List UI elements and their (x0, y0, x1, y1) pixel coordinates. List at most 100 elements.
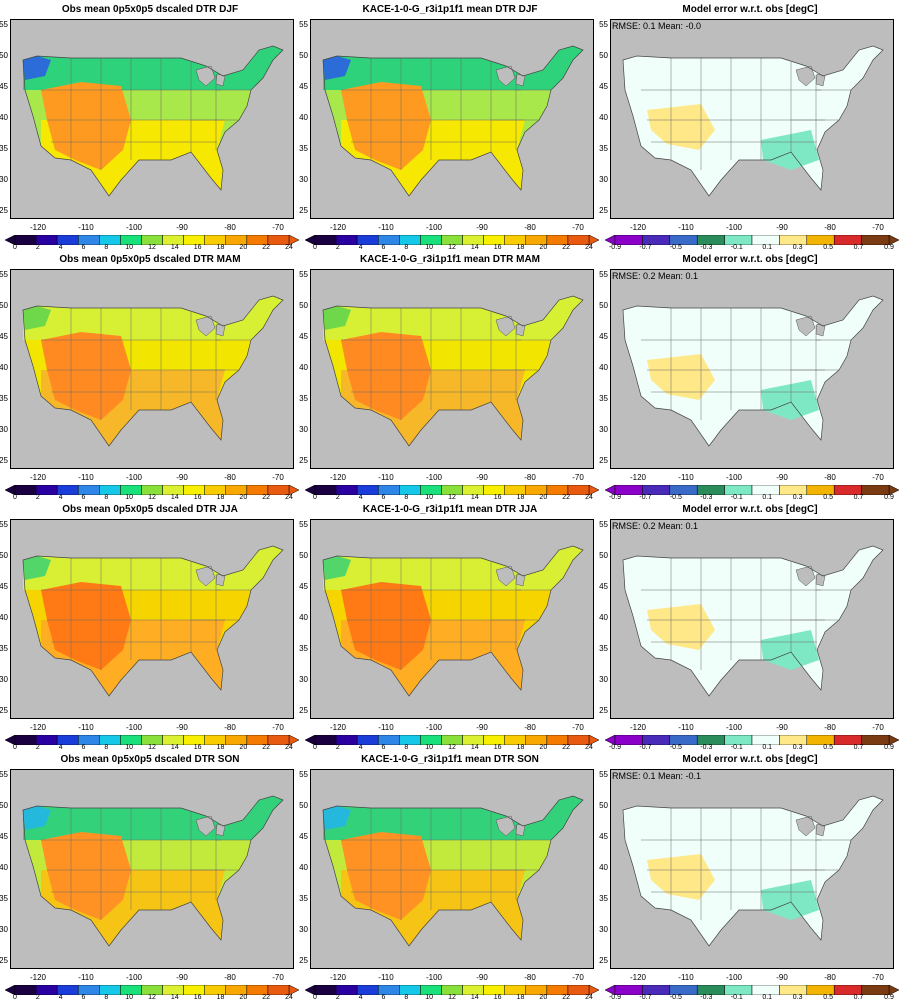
colorbar-tick-label: 0.9 (884, 994, 894, 1001)
lat-tick-label: 45 (299, 82, 308, 91)
map-canvas (622, 795, 884, 947)
lon-tick-label: -100 (725, 473, 742, 482)
panel-title: KACE-1-0-G_r3i1p1f1 mean DTR MAM (359, 254, 541, 265)
colorbar-tick-label: -0.5 (669, 994, 682, 1001)
colorbar-tick-label: 2 (35, 494, 40, 501)
value-colorbar (5, 735, 299, 745)
colorbar-tick-label: 16 (493, 994, 502, 1001)
map-panel-mam-error: Model error w.r.t. obs [degC] RMSE: 0.2 M… (599, 250, 900, 501)
panel-title: Model error w.r.t. obs [degC] (682, 4, 818, 15)
error-stats: RMSE: 0.2 Mean: 0.1 (612, 271, 699, 281)
colorbar-tick-label: -0.1 (730, 994, 743, 1001)
lon-tick-label: -70 (272, 223, 284, 232)
lon-tick-label: -110 (378, 973, 394, 982)
error-colorbar (605, 235, 899, 245)
panel-title: Model error w.r.t. obs [degC] (682, 504, 818, 515)
colorbar-tick-label: 14 (170, 494, 179, 501)
colorbar-tick-label: 12 (148, 494, 156, 501)
colorbar-tick-label: 10 (425, 744, 434, 751)
colorbar-tick-label: 22 (562, 494, 571, 501)
value-colorbar (5, 485, 299, 495)
lat-tick-label: 45 (599, 832, 608, 841)
colorbar-tick-label: 24 (585, 744, 593, 751)
map-panel-son-model: KACE-1-0-G_r3i1p1f1 mean DTR SON 55 50 45 40… (299, 750, 600, 1001)
colorbar-tick-label: 0.3 (792, 744, 803, 751)
colorbar-swatch (267, 735, 290, 745)
lat-tick-label: 50 (599, 51, 608, 60)
lon-tick-label: -80 (824, 223, 836, 232)
colorbar-tick-label: 18 (516, 744, 525, 751)
value-colorbar (5, 235, 299, 245)
north-field (323, 46, 583, 90)
lon-tick-label: -90 (476, 723, 488, 732)
colorbar-tick-label: 14 (470, 994, 479, 1001)
colorbar-tick-label: 4 (358, 244, 363, 251)
lat-tick-label: 50 (0, 51, 8, 60)
lon-tick-label: -90 (776, 973, 788, 982)
lat-tick-label: 30 (299, 175, 308, 184)
lon-tick-label: -70 (572, 973, 584, 982)
lat-tick-label: 50 (299, 51, 308, 60)
panel-title: Obs mean 0p5x0p5 dscaled DTR SON (60, 754, 240, 765)
lon-tick-label: -100 (725, 723, 742, 732)
lat-tick-label: 55 (0, 20, 8, 29)
hot-field (41, 832, 131, 920)
lat-tick-label: 55 (599, 520, 608, 529)
map-canvas (622, 545, 884, 697)
lat-tick-label: 55 (0, 770, 8, 779)
colorbar-tick-label: 18 (516, 994, 525, 1001)
lat-tick-label: 50 (0, 301, 8, 310)
lon-tick-label: -90 (176, 473, 188, 482)
colorbar-tick-label: 18 (216, 744, 225, 751)
colorbar-tick-label: 8 (104, 244, 109, 251)
colorbar-tick-label: 18 (516, 494, 525, 501)
colorbar-tick-label: 0.9 (884, 494, 894, 501)
lat-tick-label: 50 (599, 801, 608, 810)
cold-field (323, 806, 351, 830)
lat-tick-label: 40 (599, 613, 608, 622)
map-frame (310, 519, 594, 719)
lon-tick-label: -120 (629, 473, 646, 482)
lat-tick-label: 30 (599, 425, 608, 434)
colorbar-tick-label: 16 (493, 744, 502, 751)
lat-tick-label: 40 (599, 113, 608, 122)
lon-tick-label: -70 (872, 973, 884, 982)
lat-tick-label: 40 (599, 363, 608, 372)
map-frame (310, 19, 594, 219)
error-cool-patch (761, 630, 819, 670)
map-panel-son-error: Model error w.r.t. obs [degC] RMSE: 0.1 M… (599, 750, 900, 1001)
colorbar-tick-label: 24 (585, 494, 593, 501)
north-field (323, 796, 583, 840)
colorbar-tick-label: -0.7 (639, 494, 652, 501)
lon-tick-label: -70 (872, 723, 884, 732)
lat-tick-label: 25 (599, 206, 608, 215)
colorbar-tick-label: 22 (562, 244, 571, 251)
colorbar-tick-label: 20 (239, 744, 248, 751)
map-frame (610, 519, 894, 719)
lat-tick-label: 30 (0, 425, 8, 434)
error-warm-patch (647, 354, 715, 400)
error-cool-patch (761, 130, 819, 170)
colorbar-tick-label: 0 (13, 244, 17, 251)
lat-tick-label: 25 (0, 206, 8, 215)
colorbar-tick-label: 4 (58, 494, 63, 501)
colorbar-tick-label: 10 (125, 994, 134, 1001)
lon-tick-label: -110 (678, 723, 694, 732)
colorbar-tick-label: -0.1 (730, 494, 743, 501)
colorbar-swatch (267, 235, 290, 245)
colorbar-swatch (861, 985, 890, 995)
colorbar-tick-label: -0.5 (669, 744, 682, 751)
lat-tick-label: 45 (0, 82, 8, 91)
map-canvas (22, 295, 284, 447)
lat-tick-label: 25 (0, 956, 8, 965)
colorbar-tick-label: -0.9 (608, 244, 622, 251)
lon-tick-label: -90 (476, 973, 488, 982)
map-canvas (22, 795, 284, 947)
lon-tick-label: -80 (224, 473, 236, 482)
colorbar-tick-label: 12 (448, 494, 456, 501)
colorbar-swatch (567, 485, 590, 495)
lon-tick-label: -120 (329, 223, 346, 232)
lon-tick-label: -70 (272, 973, 284, 982)
map-canvas (22, 45, 284, 197)
colorbar-tick-label: 10 (425, 244, 434, 251)
